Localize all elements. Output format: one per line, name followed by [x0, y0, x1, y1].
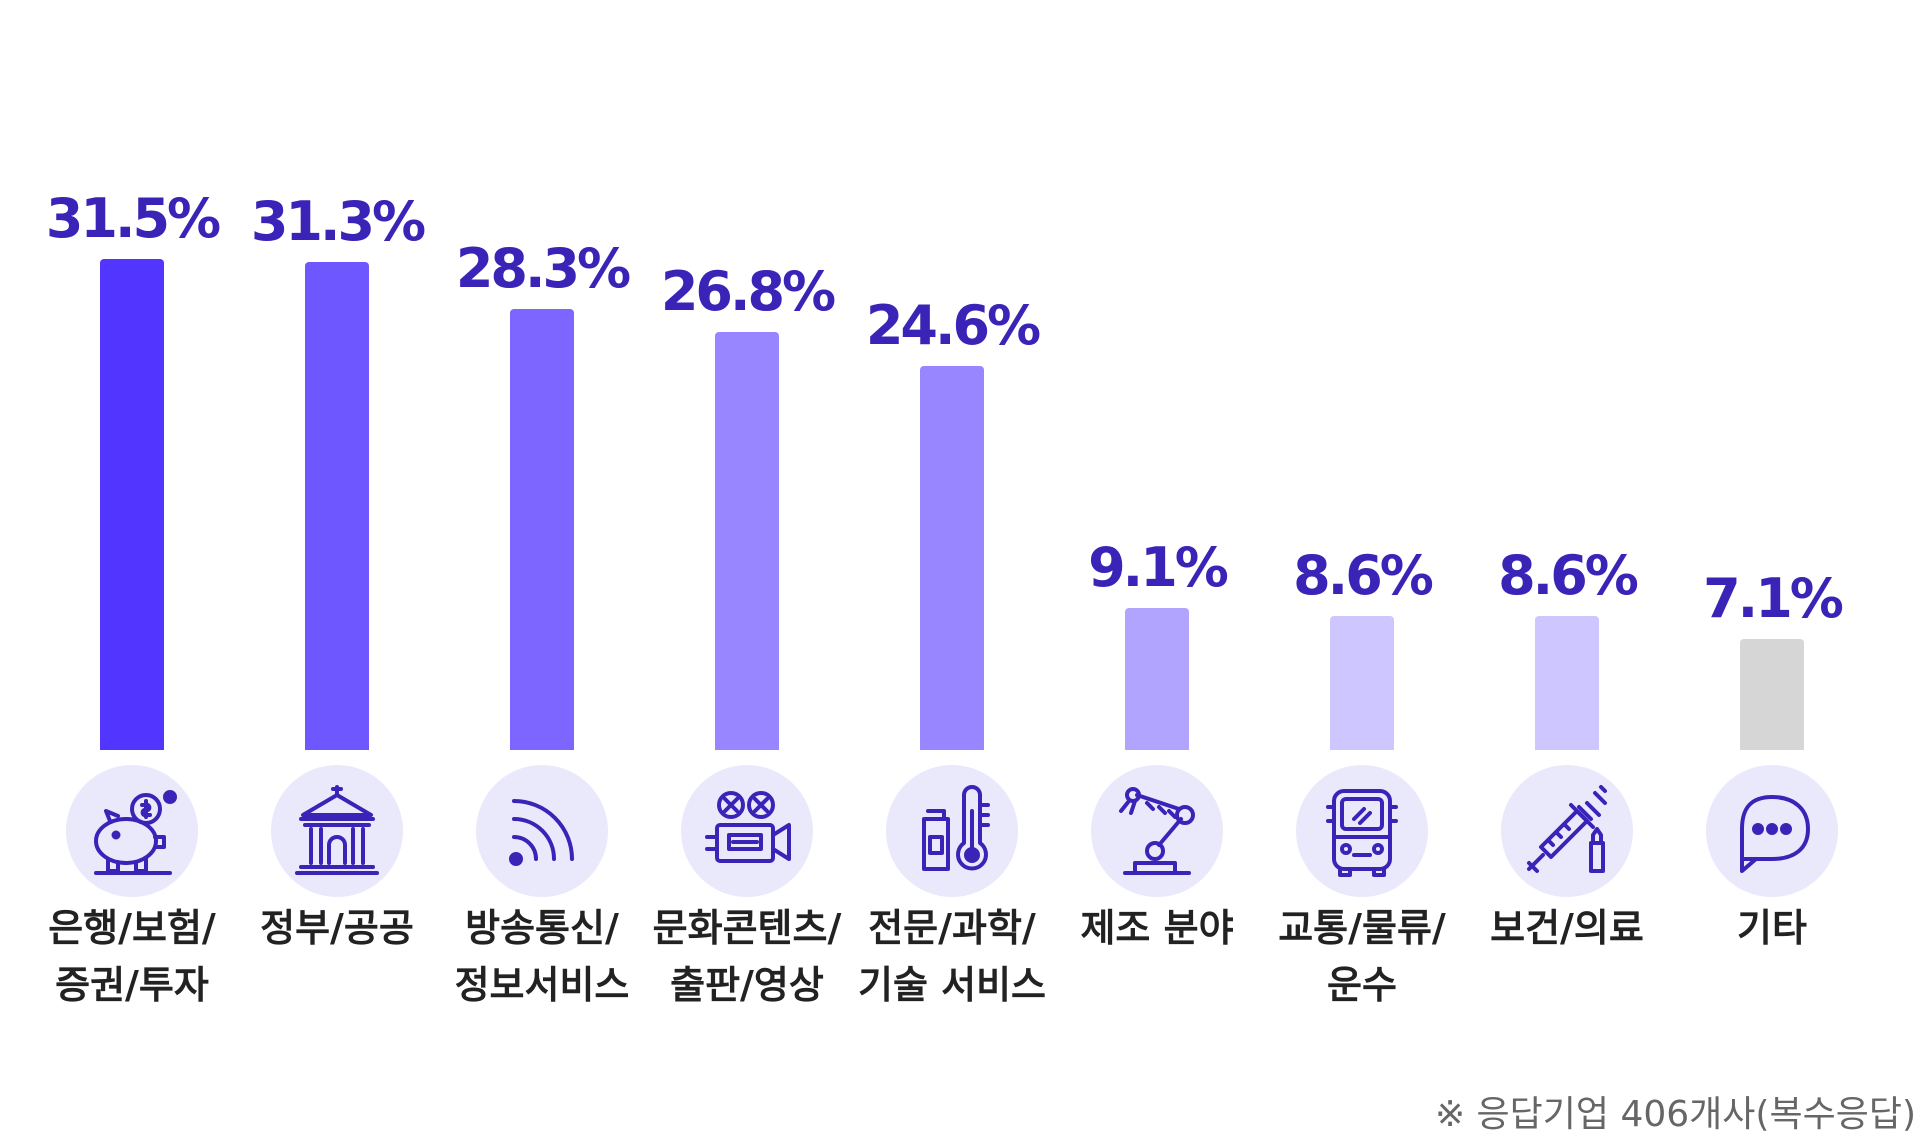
category-label-line: 전문/과학/ [868, 906, 1036, 950]
bar-1 [100, 258, 164, 750]
thermometer-bottle-icon [886, 765, 1018, 897]
category-label-6: 제조 분야 [1047, 900, 1267, 957]
value-label-5: 24.6% [865, 294, 1041, 358]
bar-9 [1740, 639, 1804, 750]
government-building-icon [271, 765, 403, 897]
category-label-3: 방송통신/정보서비스 [432, 900, 652, 1014]
bar-2 [305, 261, 369, 750]
category-label-line: 출판/영상 [670, 963, 824, 1007]
category-label-line: 정부/공공 [260, 906, 414, 950]
value-label-9: 7.1% [1703, 567, 1844, 631]
category-label-5: 전문/과학/기술 서비스 [842, 900, 1062, 1014]
bar-4 [715, 331, 779, 750]
piggy-bank-icon [66, 765, 198, 897]
category-label-line: 제조 분야 [1080, 906, 1234, 950]
value-label-3: 28.3% [455, 236, 631, 300]
category-label-line: 기술 서비스 [857, 963, 1047, 1007]
syringe-icon [1501, 765, 1633, 897]
category-label-line: 기타 [1737, 906, 1807, 950]
category-label-line: 보건/의료 [1490, 906, 1644, 950]
category-label-line: 문화콘텐츠/ [652, 906, 842, 950]
bar-7 [1330, 615, 1394, 750]
category-label-line: 운수 [1327, 963, 1397, 1007]
value-label-8: 8.6% [1498, 543, 1639, 607]
bar-3 [510, 308, 574, 750]
film-camera-icon [681, 765, 813, 897]
category-label-line: 방송통신/ [465, 906, 619, 950]
robot-arm-icon [1091, 765, 1223, 897]
category-label-9: 기타 [1662, 900, 1882, 957]
category-label-2: 정부/공공 [227, 900, 447, 957]
value-label-4: 26.8% [660, 259, 836, 323]
chat-bubble-icon [1706, 765, 1838, 897]
value-label-1: 31.5% [45, 186, 221, 250]
bar-6 [1125, 608, 1189, 750]
value-label-7: 8.6% [1293, 543, 1434, 607]
category-label-line: 교통/물류/ [1278, 906, 1446, 950]
category-label-7: 교통/물류/운수 [1252, 900, 1472, 1014]
category-label-8: 보건/의료 [1457, 900, 1677, 957]
bar-8 [1535, 615, 1599, 750]
category-label-4: 문화콘텐츠/출판/영상 [637, 900, 857, 1014]
category-label-line: 은행/보험/ [48, 906, 216, 950]
bus-icon [1296, 765, 1428, 897]
category-label-1: 은행/보험/증권/투자 [22, 900, 242, 1014]
value-label-2: 31.3% [250, 189, 426, 253]
bar-5 [920, 366, 984, 750]
category-label-line: 증권/투자 [55, 963, 209, 1007]
broadcast-signal-icon [476, 765, 608, 897]
category-label-line: 정보서비스 [454, 963, 630, 1007]
value-label-6: 9.1% [1088, 536, 1229, 600]
footnote: ※ 응답기업 406개사(복수응답) [1434, 1094, 1916, 1135]
